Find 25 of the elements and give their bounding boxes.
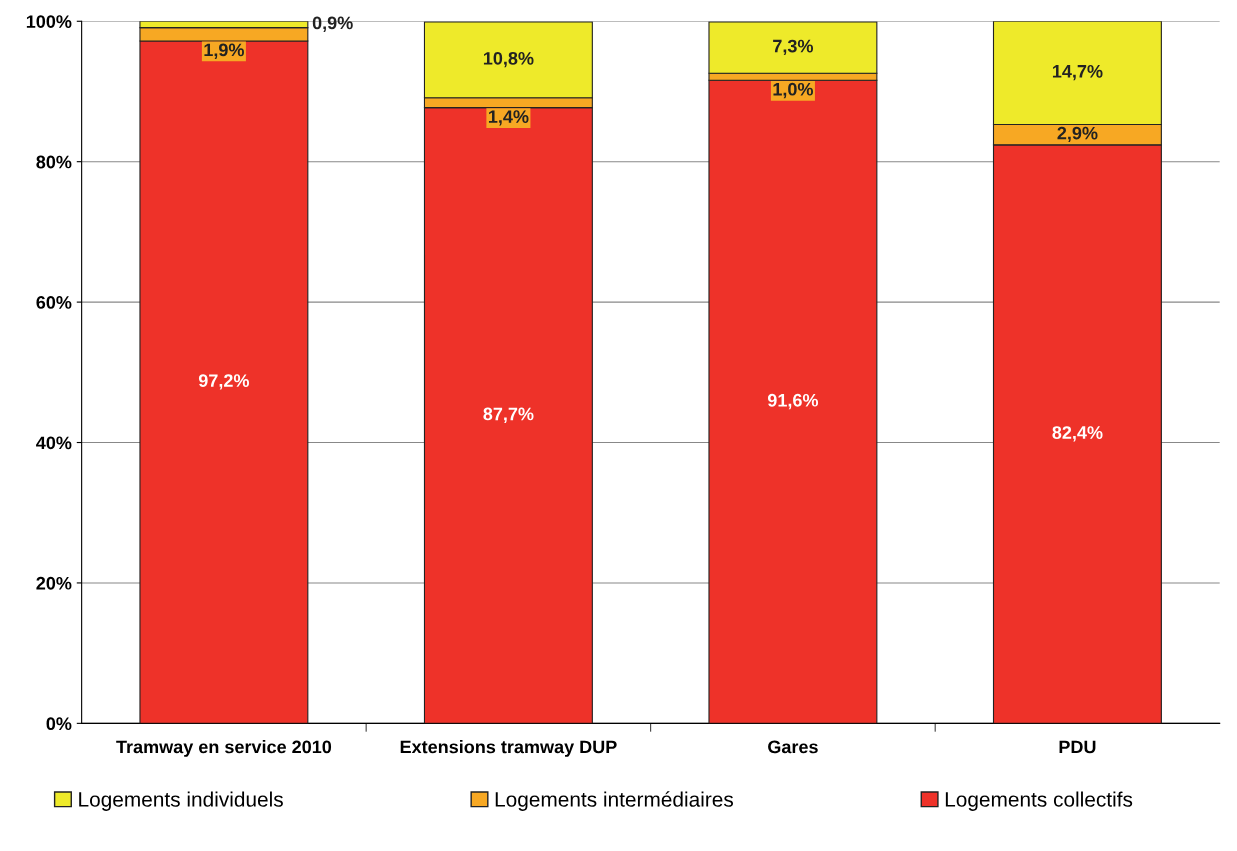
text: 1,4% [488, 110, 529, 126]
y-tick-label: 40% [36, 436, 72, 450]
y-tick-label: 80% [36, 155, 72, 169]
text: 1,9% [204, 43, 244, 59]
x-tick-label: Gares [768, 740, 818, 754]
legend-label: Logements intermédiaires [495, 791, 734, 811]
text: 87,7% [483, 407, 534, 423]
text: 82,4% [1052, 426, 1103, 442]
text: 97,2% [198, 374, 250, 390]
text: 7,3% [773, 39, 814, 56]
text: 14,7% [1052, 64, 1103, 81]
y-tick-label: 20% [36, 576, 72, 590]
text: 2,9% [1057, 126, 1098, 143]
x-tick-label: Tramway en service 2010 [116, 740, 332, 757]
y-tick-label: 100% [26, 15, 72, 28]
text: 10,8% [483, 51, 534, 68]
x-tick-label: PDU [1059, 740, 1096, 754]
text: 0,9% [312, 16, 353, 32]
y-tick-label: 60% [36, 296, 72, 309]
x-tick-label: Extensions tramway DUP [400, 740, 617, 757]
text: 1,0% [773, 82, 814, 99]
legend-label: Logements collectifs [945, 791, 1133, 811]
text: 91,6% [767, 393, 819, 410]
y-tick-label: 0% [46, 717, 72, 731]
legend-label: Logements individuels [79, 791, 283, 811]
